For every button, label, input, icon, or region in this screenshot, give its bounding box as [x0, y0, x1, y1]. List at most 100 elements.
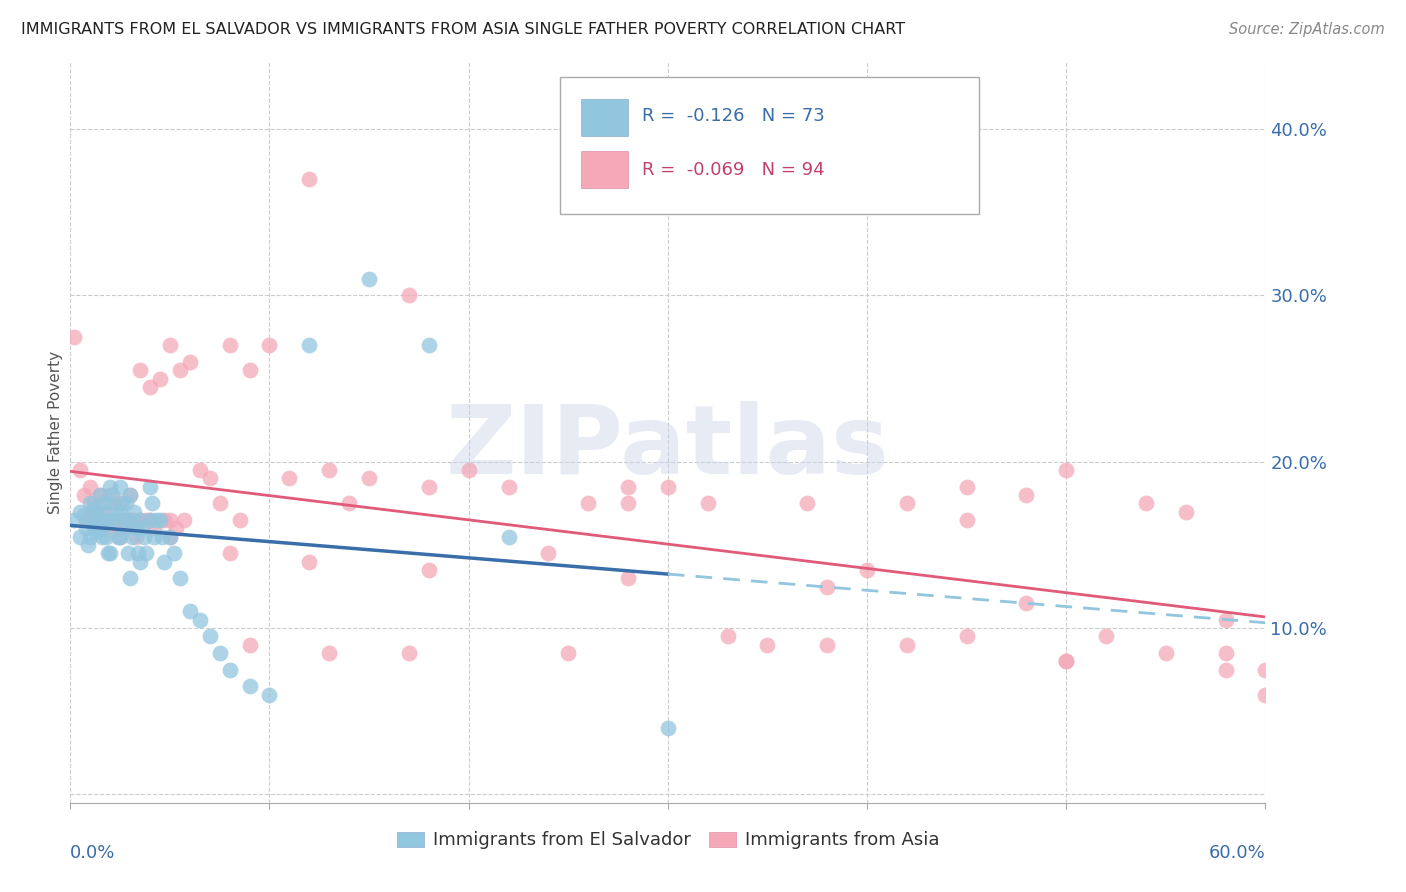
- Point: [75, 513, 97, 527]
- Point: [418, 563, 440, 577]
- Point: [77, 538, 100, 552]
- Point: [83, 496, 105, 510]
- Point: [1254, 663, 1277, 677]
- Point: [149, 371, 172, 385]
- Point: [896, 496, 918, 510]
- Point: [93, 505, 115, 519]
- Text: 60.0%: 60.0%: [1209, 844, 1265, 862]
- Point: [956, 629, 979, 643]
- Y-axis label: Single Father Poverty: Single Father Poverty: [48, 351, 63, 514]
- Point: [125, 530, 148, 544]
- Point: [617, 496, 640, 510]
- Point: [111, 496, 134, 510]
- Point: [298, 172, 321, 186]
- Point: [84, 524, 107, 539]
- Point: [98, 488, 121, 502]
- Point: [198, 471, 221, 485]
- Point: [298, 555, 321, 569]
- Point: [1015, 596, 1038, 610]
- Point: [98, 480, 121, 494]
- Point: [657, 480, 679, 494]
- Point: [1135, 496, 1157, 510]
- Point: [97, 546, 120, 560]
- Point: [239, 638, 262, 652]
- Point: [120, 488, 141, 502]
- Point: [259, 338, 281, 352]
- Point: [73, 488, 96, 502]
- Point: [135, 546, 157, 560]
- Point: [278, 471, 301, 485]
- Point: [956, 513, 979, 527]
- Text: R =  -0.069   N = 94: R = -0.069 N = 94: [641, 161, 824, 178]
- Point: [398, 646, 420, 660]
- Point: [83, 501, 105, 516]
- Point: [1174, 505, 1197, 519]
- Point: [132, 530, 155, 544]
- Point: [298, 338, 321, 352]
- Point: [218, 663, 240, 677]
- Point: [89, 521, 111, 535]
- Point: [398, 288, 420, 302]
- Point: [896, 638, 918, 652]
- Point: [139, 513, 162, 527]
- Point: [696, 496, 718, 510]
- Point: [108, 530, 131, 544]
- Point: [856, 563, 879, 577]
- Point: [139, 513, 162, 527]
- Point: [218, 338, 240, 352]
- Point: [956, 480, 979, 494]
- Point: [120, 488, 141, 502]
- Point: [188, 463, 211, 477]
- Point: [617, 571, 640, 585]
- Text: R =  -0.126   N = 73: R = -0.126 N = 73: [641, 107, 824, 125]
- Point: [115, 521, 138, 535]
- Point: [173, 513, 195, 527]
- Point: [122, 513, 145, 527]
- Point: [112, 513, 135, 527]
- Point: [96, 521, 117, 535]
- Point: [63, 513, 86, 527]
- Point: [159, 513, 181, 527]
- Point: [131, 521, 153, 535]
- Point: [98, 513, 121, 527]
- Point: [1015, 488, 1038, 502]
- Point: [318, 463, 340, 477]
- Legend: Immigrants from El Salvador, Immigrants from Asia: Immigrants from El Salvador, Immigrants …: [389, 824, 946, 856]
- Point: [89, 488, 111, 502]
- Point: [73, 508, 96, 522]
- Point: [129, 555, 152, 569]
- Point: [84, 505, 107, 519]
- Point: [122, 505, 145, 519]
- Point: [96, 530, 117, 544]
- Point: [139, 480, 162, 494]
- Point: [159, 530, 181, 544]
- Point: [1054, 463, 1077, 477]
- Point: [418, 480, 440, 494]
- Point: [218, 546, 240, 560]
- Text: ZIPatlas: ZIPatlas: [446, 401, 890, 494]
- Point: [125, 521, 148, 535]
- Text: 0.0%: 0.0%: [70, 844, 115, 862]
- Point: [98, 513, 121, 527]
- Point: [98, 546, 121, 560]
- Point: [1054, 654, 1077, 668]
- Point: [657, 721, 679, 735]
- Point: [1054, 654, 1077, 668]
- Point: [498, 530, 520, 544]
- Point: [69, 530, 91, 544]
- Point: [1254, 688, 1277, 702]
- Point: [63, 330, 86, 344]
- Point: [96, 513, 117, 527]
- Point: [208, 496, 231, 510]
- Point: [498, 480, 520, 494]
- Point: [815, 580, 838, 594]
- Point: [188, 613, 211, 627]
- Point: [576, 496, 599, 510]
- Point: [120, 513, 141, 527]
- Point: [149, 513, 172, 527]
- Point: [89, 488, 111, 502]
- Point: [79, 480, 101, 494]
- Point: [359, 271, 381, 285]
- Point: [1215, 646, 1237, 660]
- Point: [129, 363, 152, 377]
